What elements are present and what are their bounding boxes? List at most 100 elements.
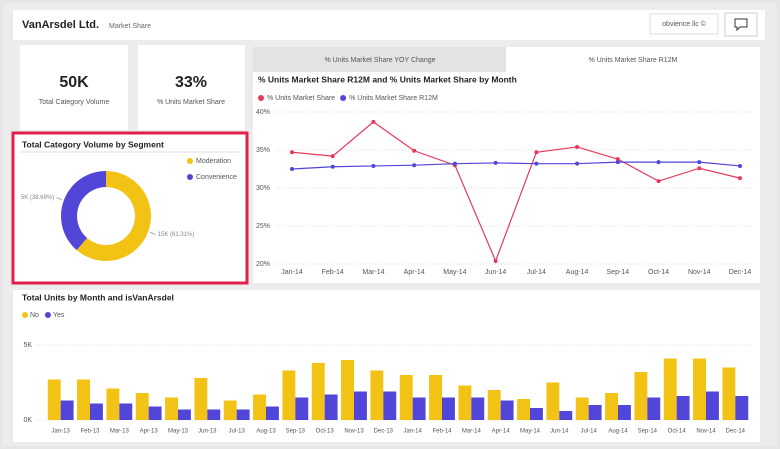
bar (370, 370, 384, 420)
point (738, 176, 742, 181)
bar (429, 375, 442, 420)
card-value: 33% (175, 74, 207, 91)
legend-label: % Units Market Share (267, 95, 335, 102)
donut-panel (11, 131, 249, 285)
legend-swatch (22, 312, 28, 318)
credit-box (649, 13, 719, 35)
x-tick-label: Aug-13 (256, 429, 276, 435)
point (412, 148, 417, 153)
bar (236, 409, 250, 420)
bar (588, 405, 602, 420)
x-tick-label: Feb-14 (322, 269, 344, 276)
point (656, 160, 661, 165)
y-tick-label: 5K (23, 342, 32, 349)
line-panel (253, 72, 760, 283)
card-value: 50K (59, 74, 89, 91)
comment-icon (734, 18, 748, 32)
legend-label: Moderation (196, 158, 231, 165)
x-tick-label: Nov-14 (688, 269, 711, 276)
tab[interactable] (253, 47, 506, 72)
x-tick-label: Jan-14 (281, 269, 303, 276)
bar (266, 406, 279, 420)
bar (412, 397, 426, 420)
point (290, 150, 294, 155)
series-line (291, 121, 741, 263)
bar (106, 388, 120, 420)
bar (165, 397, 178, 420)
bar (442, 397, 455, 420)
x-tick-label: Jun-14 (485, 269, 507, 276)
series-line (291, 161, 741, 170)
x-tick-label: Jun-14 (550, 429, 569, 435)
y-tick-label: 20% (256, 261, 270, 268)
x-tick-label: Jan-14 (403, 429, 422, 435)
y-tick-label: 25% (256, 223, 270, 230)
bar (77, 379, 90, 420)
bar (575, 397, 589, 420)
x-tick-label: Oct-13 (316, 429, 335, 435)
point (738, 163, 742, 168)
x-tick-label: Jul-13 (228, 429, 245, 435)
x-tick-label: Dec-14 (726, 429, 746, 435)
bar (693, 358, 706, 420)
y-tick-label: 0K (23, 417, 32, 424)
bar (487, 390, 501, 420)
legend-swatch (187, 158, 193, 164)
bar (194, 378, 208, 420)
chart-title: % Units Market Share R12M and % Units Ma… (258, 74, 517, 84)
data-label: 15K (61.31%) (158, 232, 195, 238)
bar (223, 400, 237, 420)
legend-swatch (187, 174, 193, 180)
point (575, 144, 580, 149)
bar (253, 394, 266, 420)
legend-swatch (340, 95, 347, 101)
point (452, 161, 457, 166)
bar (647, 397, 661, 420)
y-tick-label: 30% (256, 185, 270, 192)
bar (618, 405, 631, 420)
leader-line (149, 231, 156, 235)
card-label: Total Category Volume (39, 99, 110, 106)
point (534, 150, 539, 155)
x-tick-label: Oct-14 (668, 429, 687, 435)
bar (663, 358, 677, 420)
bar (47, 379, 61, 420)
point (534, 161, 539, 166)
comment-button[interactable] (724, 12, 758, 37)
x-tick-label: Apr-14 (492, 429, 511, 435)
bar (178, 409, 191, 420)
point (697, 166, 702, 171)
x-tick-label: Feb-14 (432, 429, 452, 435)
bar (324, 394, 338, 420)
x-tick-label: Mar-13 (110, 429, 130, 435)
tab-label: % Units Market Share R12M (589, 57, 678, 64)
bar (341, 360, 354, 420)
point (615, 160, 620, 165)
bar (706, 391, 719, 420)
data-label: 5K (38.69%) (21, 195, 54, 201)
x-tick-label: Mar-14 (462, 429, 482, 435)
point (493, 160, 498, 165)
bar (207, 409, 221, 420)
bar (295, 397, 309, 420)
x-tick-label: Sep-13 (286, 429, 306, 435)
point (290, 167, 294, 171)
bar (311, 363, 325, 420)
point (330, 154, 335, 159)
point (697, 160, 702, 165)
donut-slice (76, 171, 152, 261)
bar (354, 391, 367, 420)
credit: obvience llc © (662, 20, 707, 28)
x-tick-label: Dec-14 (729, 269, 752, 276)
x-tick-label: Mar-14 (362, 269, 384, 276)
point (656, 179, 661, 184)
x-tick-label: Aug-14 (608, 429, 628, 435)
bar (676, 396, 690, 420)
x-tick-label: Apr-14 (404, 269, 425, 276)
x-tick-label: Dec-13 (374, 429, 394, 435)
header-bar (13, 10, 765, 40)
bar (458, 385, 472, 420)
bar (559, 411, 573, 420)
tab-active[interactable] (506, 47, 760, 72)
leader-line (56, 197, 63, 201)
